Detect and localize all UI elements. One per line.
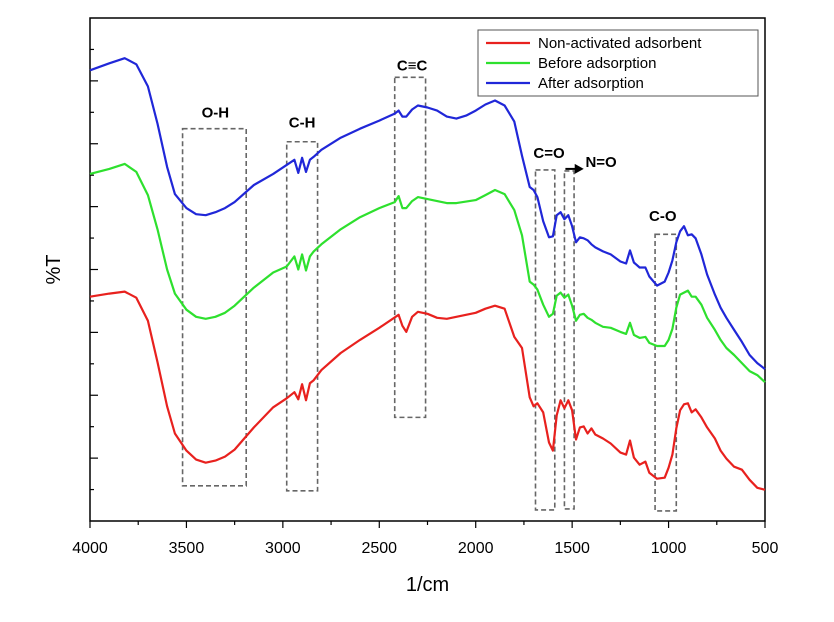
band-box-3 — [534, 169, 556, 511]
legend-label-after: After adsorption — [538, 75, 644, 92]
band-box-1 — [285, 140, 319, 492]
band-box-4 — [563, 170, 575, 510]
x-tick-label: 1000 — [651, 540, 687, 557]
legend: Non-activated adsorbent Before adsorptio… — [477, 29, 759, 97]
x-tick-label: 500 — [752, 540, 779, 557]
band-label-4: N=O — [585, 154, 617, 171]
series-line-1 — [89, 162, 766, 384]
x-tick-label: 1500 — [554, 540, 590, 557]
legend-label-before: Before adsorption — [538, 55, 656, 72]
legend-label-non-activated: Non-activated adsorbent — [538, 35, 702, 52]
band-label-2: C≡C — [397, 57, 428, 74]
x-tick-label: 3500 — [169, 540, 205, 557]
x-tick-label: 3000 — [265, 540, 301, 557]
series-line-2 — [89, 57, 766, 370]
band-box-5 — [654, 233, 678, 512]
x-tick-label: 2500 — [361, 540, 397, 557]
band-box-2 — [393, 76, 427, 419]
series-line-0 — [89, 290, 766, 491]
band-box-0 — [181, 127, 248, 487]
band-label-1: C-H — [289, 115, 316, 132]
x-tick-label: 2000 — [458, 540, 494, 557]
spectrum-series — [89, 57, 766, 491]
band-annotations: O-H C-H C≡C C=O N=O C-O — [181, 57, 678, 512]
y-axis-title: %T — [43, 255, 65, 285]
x-tick-label: 4000 — [72, 540, 108, 557]
band-label-5: C-O — [649, 208, 677, 225]
nitro-arrow-head — [574, 163, 584, 174]
x-axis-title: 1/cm — [406, 574, 449, 596]
band-label-0: O-H — [202, 105, 230, 122]
band-label-3: C=O — [533, 145, 565, 162]
x-axis-ticks: 4000 3500 3000 2500 2000 1500 1000 500 — [72, 521, 778, 557]
